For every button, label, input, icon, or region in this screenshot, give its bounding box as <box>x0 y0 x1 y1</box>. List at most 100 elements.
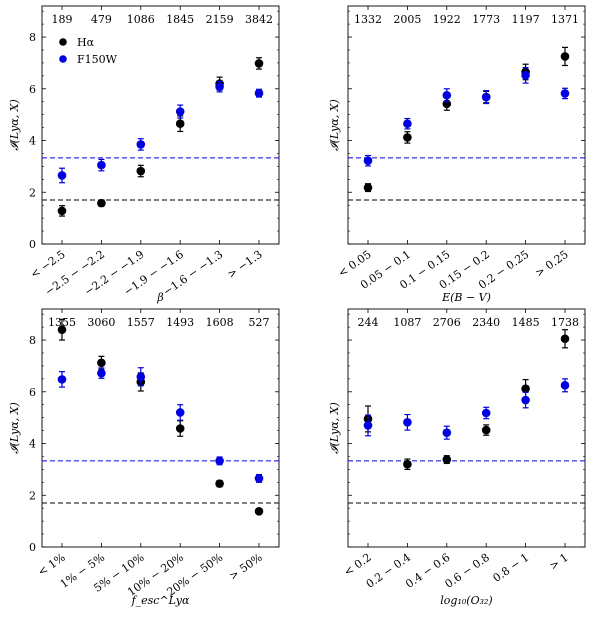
y-tick-label: 8 <box>29 31 36 44</box>
halpha-point <box>560 52 570 61</box>
bin-count-label: 1608 <box>206 316 234 329</box>
x-tick-label: > 0.25 <box>533 248 571 280</box>
bin-count-label: 1371 <box>551 13 579 26</box>
bin-count-label: 1197 <box>512 13 540 26</box>
x-tick-label: < 0.2 <box>342 551 374 579</box>
plot-frame <box>41 308 280 548</box>
halpha-point <box>97 358 106 368</box>
x-axis-label: log₁₀(O₃₂) <box>440 594 492 607</box>
legend-halpha-label: Hα <box>77 36 95 49</box>
f150w-point <box>97 160 106 170</box>
legend-f150w-marker <box>59 55 67 63</box>
bin-count-label: 244 <box>358 316 379 329</box>
bin-count-label: 1493 <box>166 316 194 329</box>
y-tick-label: 2 <box>29 489 36 502</box>
bin-count-label: 2005 <box>393 13 421 26</box>
bin-count-label: 3842 <box>245 13 273 26</box>
halpha-point <box>403 133 412 142</box>
halpha-point <box>175 424 185 433</box>
f150w-point <box>215 456 224 466</box>
f150w-point <box>521 71 530 80</box>
bin-count-label: 1738 <box>551 316 579 329</box>
y-tick-label: 2 <box>29 186 36 199</box>
y-tick-label: 0 <box>29 238 36 251</box>
bin-count-label: 479 <box>91 13 112 26</box>
y-tick-label: 4 <box>29 135 36 148</box>
bin-count-label: 2159 <box>206 13 234 26</box>
bin-count-label: 1845 <box>166 13 194 26</box>
halpha-point <box>57 325 67 334</box>
halpha-point <box>57 206 67 216</box>
y-axis-label: 𝓘(Lyα, X) <box>328 402 341 454</box>
f150w-point <box>175 107 185 116</box>
f150w-point <box>403 119 412 129</box>
bin-count-label: 1557 <box>127 316 155 329</box>
halpha-point <box>481 425 491 435</box>
bin-count-label: 3060 <box>87 316 115 329</box>
halpha-point <box>97 198 106 208</box>
halpha-point <box>254 59 264 68</box>
f150w-point <box>254 88 264 98</box>
f150w-point <box>481 92 491 102</box>
x-tick-label: > −1.3 <box>225 248 265 281</box>
halpha-point <box>560 334 570 344</box>
f150w-point <box>363 421 373 430</box>
bin-count-label: 1485 <box>512 316 540 329</box>
plot-frame <box>347 308 586 548</box>
bin-count-label: 527 <box>249 316 270 329</box>
halpha-point <box>215 479 224 488</box>
halpha-point <box>363 183 373 192</box>
y-tick-label: 6 <box>29 386 36 399</box>
halpha-point <box>254 507 264 516</box>
f150w-point <box>136 372 146 382</box>
f150w-point <box>57 171 67 180</box>
bin-count-label: 1086 <box>127 13 155 26</box>
plot-frame <box>41 5 280 245</box>
x-tick-label: 0.8 − 1 <box>491 551 532 585</box>
bin-count-label: 1922 <box>433 13 461 26</box>
f150w-point <box>175 408 185 417</box>
f150w-point <box>560 89 570 98</box>
plot-frame <box>347 5 586 245</box>
bin-count-label: 189 <box>52 13 73 26</box>
halpha-point <box>136 166 146 176</box>
bin-count-label: 2340 <box>472 316 500 329</box>
y-axis-label: 𝓘(Lyα, X) <box>328 99 341 151</box>
halpha-point <box>442 455 452 464</box>
y-tick-label: 6 <box>29 83 36 96</box>
x-tick-label: > 1 <box>547 551 571 573</box>
f150w-point <box>215 82 224 92</box>
y-axis-label: 𝓘(Lyα, X) <box>8 402 21 454</box>
x-axis-label: f_esc^Lyα <box>131 594 190 607</box>
f150w-point <box>481 408 491 418</box>
x-tick-label: < 1% <box>36 551 68 579</box>
legend-f150w-label: F150W <box>77 53 118 66</box>
y-tick-label: 8 <box>29 334 36 347</box>
f150w-point <box>560 381 570 390</box>
x-tick-label: 0.6 − 0.8 <box>443 551 492 591</box>
x-tick-label: > 50% <box>227 551 265 583</box>
f150w-point <box>442 90 452 100</box>
y-tick-label: 4 <box>29 438 36 451</box>
f150w-point <box>403 418 412 427</box>
x-axis-label: β <box>156 291 163 304</box>
halpha-point <box>175 119 185 129</box>
f150w-point <box>521 395 530 405</box>
bin-count-label: 1087 <box>393 316 421 329</box>
bin-count-label: 2706 <box>433 316 461 329</box>
bin-count-label: 1332 <box>354 13 382 26</box>
bin-count-label: 1773 <box>472 13 500 26</box>
f150w-point <box>363 156 373 165</box>
legend-halpha-marker <box>59 38 67 46</box>
x-axis-label: E(B − V) <box>441 291 491 304</box>
y-tick-label: 0 <box>29 541 36 554</box>
y-axis-label: 𝓘(Lyα, X) <box>8 99 21 151</box>
halpha-point <box>521 384 530 393</box>
f150w-point <box>57 375 67 384</box>
f150w-point <box>136 140 146 149</box>
